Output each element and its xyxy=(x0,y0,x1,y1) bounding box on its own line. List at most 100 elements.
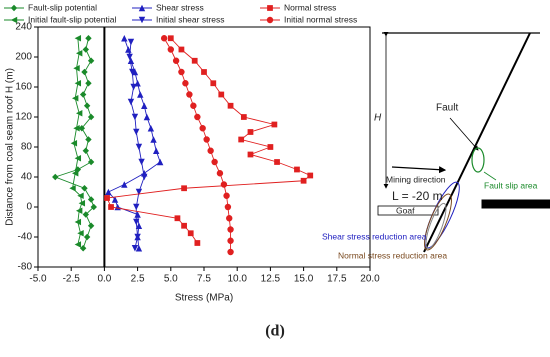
marker xyxy=(224,203,232,211)
marker xyxy=(78,200,86,207)
marker xyxy=(190,102,197,109)
marker xyxy=(131,245,139,252)
y-tick-label: -80 xyxy=(18,262,33,273)
x-tick-label: 0.0 xyxy=(97,274,111,285)
marker xyxy=(271,121,278,128)
marker xyxy=(87,158,95,166)
legend-label: Fault-slip potential xyxy=(28,2,97,12)
y-tick-label: 160 xyxy=(15,82,32,93)
marker xyxy=(138,4,146,12)
marker xyxy=(74,35,82,42)
marker xyxy=(207,147,214,154)
marker xyxy=(71,170,79,177)
marker xyxy=(127,38,135,46)
marker xyxy=(71,95,79,102)
marker xyxy=(10,16,18,24)
marker xyxy=(274,159,280,165)
marker xyxy=(152,147,160,154)
marker xyxy=(143,113,151,121)
marker xyxy=(85,136,92,143)
marker xyxy=(307,172,314,179)
marker xyxy=(74,241,82,248)
marker xyxy=(131,113,139,121)
marker xyxy=(160,35,168,42)
chart: -5.0 -2.5 0.0 2.5 5.0 7.5 10.0 12.5 15.0 17.5 20.0… xyxy=(4,2,380,285)
marker xyxy=(87,196,95,203)
legend-label: Initial fault-slip potential xyxy=(28,14,116,24)
series-line xyxy=(163,38,232,252)
marker xyxy=(167,35,174,42)
marker xyxy=(77,230,84,237)
marker xyxy=(74,80,82,87)
marker xyxy=(87,113,95,121)
marker xyxy=(52,173,59,181)
marker xyxy=(129,68,136,76)
marker xyxy=(111,196,119,203)
x-tick-label: 12.5 xyxy=(261,274,281,285)
marker xyxy=(138,158,145,166)
marker xyxy=(218,91,225,98)
x-tick-label: 10.0 xyxy=(227,274,247,285)
x-tick-label: 20.0 xyxy=(360,274,380,285)
marker xyxy=(78,125,86,132)
marker xyxy=(223,192,230,199)
marker xyxy=(211,158,218,166)
x-axis-label: Stress (MPa) xyxy=(175,293,233,304)
marker xyxy=(186,91,193,98)
marker xyxy=(141,102,148,109)
marker xyxy=(10,4,18,12)
marker xyxy=(138,16,146,24)
marker xyxy=(247,129,254,135)
marker xyxy=(77,192,84,199)
marker xyxy=(174,215,181,222)
marker xyxy=(104,195,110,201)
marker xyxy=(172,57,180,64)
marker xyxy=(199,125,206,132)
diagram-label: Goaf xyxy=(396,205,415,215)
marker xyxy=(201,69,207,75)
marker xyxy=(194,240,201,246)
x-tick-label: 2.5 xyxy=(131,274,145,285)
marker xyxy=(133,218,140,226)
diagram-label: H xyxy=(374,113,382,124)
mining-diagram xyxy=(377,32,550,253)
marker xyxy=(127,98,135,106)
marker xyxy=(227,102,234,109)
marker xyxy=(127,57,135,64)
x-tick-label: -2.5 xyxy=(63,274,81,285)
marker xyxy=(135,188,143,196)
marker xyxy=(182,80,189,87)
marker xyxy=(69,185,76,192)
diagram-label: Fault xyxy=(436,103,458,114)
caption: (d) xyxy=(265,323,285,340)
marker xyxy=(121,35,128,42)
marker xyxy=(135,245,143,252)
marker xyxy=(147,125,155,132)
marker xyxy=(82,147,90,154)
marker xyxy=(134,233,141,241)
marker xyxy=(210,80,217,87)
marker xyxy=(135,222,143,229)
marker xyxy=(137,91,144,98)
x-tick-label: 17.5 xyxy=(327,274,347,285)
y-tick-label: 0 xyxy=(26,202,32,213)
legend-label: Shear stress xyxy=(156,2,204,12)
y-tick-label: 40 xyxy=(21,172,33,183)
marker xyxy=(87,222,95,229)
diagram-label: Normal stress reduction area xyxy=(338,250,447,260)
marker xyxy=(79,245,87,252)
marker xyxy=(187,230,194,237)
marker xyxy=(83,233,91,241)
x-tick-label: -5.0 xyxy=(29,274,47,285)
marker xyxy=(247,151,254,158)
y-tick-label: 200 xyxy=(15,52,32,63)
diagram-label: Mining direction xyxy=(386,174,446,184)
marker xyxy=(126,53,133,61)
marker xyxy=(75,110,83,117)
x-tick-label: 5.0 xyxy=(164,274,178,285)
marker xyxy=(73,125,80,132)
x-tick-label: 7.5 xyxy=(197,274,211,285)
marker xyxy=(81,185,88,192)
marker xyxy=(114,203,121,211)
